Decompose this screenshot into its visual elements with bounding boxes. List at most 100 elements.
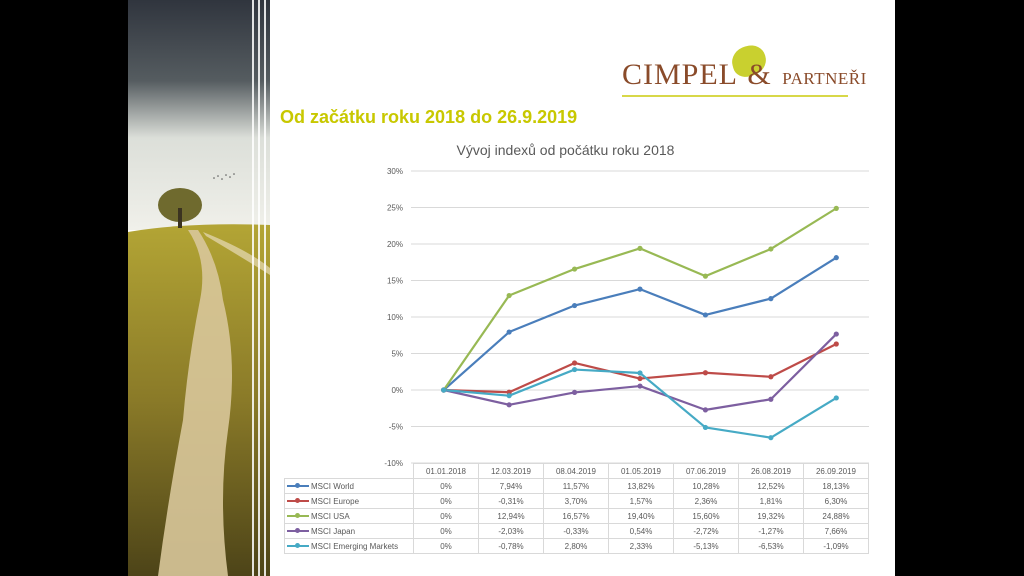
table-cell: -2,72% — [673, 523, 739, 539]
legend-entry: MSCI Europe — [284, 493, 414, 509]
table-cell: 11,57% — [543, 478, 609, 494]
table-row: MSCI Japan 0% -2,03% -0,33% 0,54% -2,72% -1,27… — [284, 523, 869, 539]
data-point — [702, 370, 709, 376]
data-point — [833, 331, 839, 337]
data-point — [506, 393, 512, 399]
table-cell: 1,57% — [608, 493, 674, 509]
table-row: MSCI Europe 0% -0,31% 3,70% 1,57% 2,36% 1,81% 6… — [284, 493, 869, 509]
table-cell: 1,81% — [738, 493, 804, 509]
data-point — [637, 370, 643, 376]
slide: CIMPEL & PARTNEŘI Od začátku roku 2018 d… — [128, 0, 895, 576]
table-cell: 0% — [413, 493, 479, 509]
data-point — [768, 374, 774, 380]
data-point — [702, 273, 709, 279]
table-corner — [285, 464, 414, 479]
table-cell: -0,31% — [478, 493, 544, 509]
data-point — [702, 407, 709, 413]
legend-marker-icon — [287, 542, 309, 550]
legend-label: MSCI Europe — [311, 496, 360, 506]
data-point — [702, 312, 709, 318]
table-cell: 12,94% — [478, 508, 544, 524]
table-cell: -1,27% — [738, 523, 804, 539]
table-cell: 2,36% — [673, 493, 739, 509]
legend-marker-icon — [287, 482, 309, 490]
data-point — [571, 360, 578, 366]
table-column-header: 01.01.2018 — [413, 463, 479, 479]
table-cell: 15,60% — [673, 508, 739, 524]
decorative-stripe — [258, 0, 260, 576]
table-column-header: 08.04.2019 — [543, 463, 609, 479]
table-cell: -0,78% — [478, 538, 544, 554]
logo-ampersand: & — [747, 58, 772, 91]
y-tick-label: 25% — [387, 204, 403, 213]
landscape-image — [128, 0, 270, 576]
table-cell: -5,13% — [673, 538, 739, 554]
data-point — [571, 389, 578, 396]
table-row: MSCI World 0% 7,94% 11,57% 13,82% 10,28% 12,52… — [284, 478, 869, 494]
legend-entry: MSCI USA — [284, 508, 414, 524]
table-column-header: 12.03.2019 — [478, 463, 544, 479]
chart-data-table: 01.01.2018 12.03.2019 08.04.2019 01.05.2019… — [284, 463, 869, 554]
legend-marker-icon — [287, 512, 309, 520]
data-point — [637, 383, 643, 389]
legend-entry: MSCI Emerging Markets — [284, 538, 414, 554]
y-tick-label: 20% — [387, 240, 403, 249]
data-point — [833, 205, 839, 211]
chart-title: Vývoj indexů od počátku roku 2018 — [456, 142, 675, 158]
legend-label: MSCI Emerging Markets — [311, 541, 399, 551]
table-cell: -1,09% — [803, 538, 869, 554]
data-point — [637, 245, 643, 251]
table-row: MSCI USA 0% 12,94% 16,57% 19,40% 15,60% 19,32%… — [284, 508, 869, 524]
table-cell: 16,57% — [543, 508, 609, 524]
table-cell: 0% — [413, 508, 479, 524]
table-cell: 0% — [413, 478, 479, 494]
legend-marker-icon — [287, 497, 309, 505]
table-cell: -2,03% — [478, 523, 544, 539]
table-cell: 19,32% — [738, 508, 804, 524]
y-tick-label: 15% — [387, 277, 403, 286]
legend-entry: MSCI World — [284, 478, 414, 494]
data-point — [506, 329, 512, 335]
y-tick-label: 5% — [391, 350, 403, 359]
data-point — [441, 387, 447, 393]
y-tick-label: 10% — [387, 313, 403, 322]
company-logo: CIMPEL & PARTNEŘI — [622, 42, 866, 98]
data-point — [768, 396, 774, 402]
y-tick-label: -5% — [389, 423, 403, 432]
y-tick-label: -10% — [384, 459, 403, 468]
data-point — [506, 292, 512, 299]
table-cell: 6,30% — [803, 493, 869, 509]
decorative-stripe — [252, 0, 254, 576]
slide-heading: Od začátku roku 2018 do 26.9.2019 — [280, 107, 578, 127]
table-cell: 12,52% — [738, 478, 804, 494]
y-tick-label: 30% — [387, 167, 403, 176]
table-cell: 24,88% — [803, 508, 869, 524]
table-cell: 2,80% — [543, 538, 609, 554]
series-line-msci-world — [442, 256, 837, 391]
logo-underline — [622, 95, 848, 97]
table-cell: 10,28% — [673, 478, 739, 494]
data-point — [571, 302, 578, 309]
legend-entry: MSCI Japan — [284, 523, 414, 539]
table-column-header: 01.05.2019 — [608, 463, 674, 479]
decorative-stripe — [264, 0, 266, 576]
table-column-header: 26.08.2019 — [738, 463, 804, 479]
table-cell: 7,94% — [478, 478, 544, 494]
y-tick-label: 0% — [391, 386, 403, 395]
table-column-header: 07.06.2019 — [673, 463, 739, 479]
data-point — [833, 341, 839, 347]
data-point — [768, 296, 774, 302]
data-point — [768, 435, 774, 441]
table-cell: 13,82% — [608, 478, 674, 494]
table-column-header: 26.09.2019 — [803, 463, 869, 479]
legend-marker-icon — [287, 527, 309, 535]
table-cell: -6,53% — [738, 538, 804, 554]
table-cell: 19,40% — [608, 508, 674, 524]
decorative-landscape-photo — [128, 0, 270, 576]
table-cell: 0% — [413, 538, 479, 554]
logo-suffix: PARTNEŘI — [782, 69, 867, 88]
data-point — [833, 395, 839, 401]
table-cell: -0,33% — [543, 523, 609, 539]
table-cell: 7,66% — [803, 523, 869, 539]
table-cell: 18,13% — [803, 478, 869, 494]
